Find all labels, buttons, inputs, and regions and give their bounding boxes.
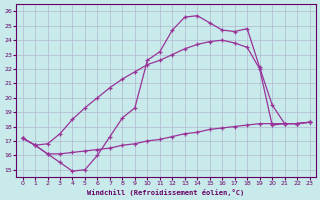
X-axis label: Windchill (Refroidissement éolien,°C): Windchill (Refroidissement éolien,°C) bbox=[87, 189, 245, 196]
